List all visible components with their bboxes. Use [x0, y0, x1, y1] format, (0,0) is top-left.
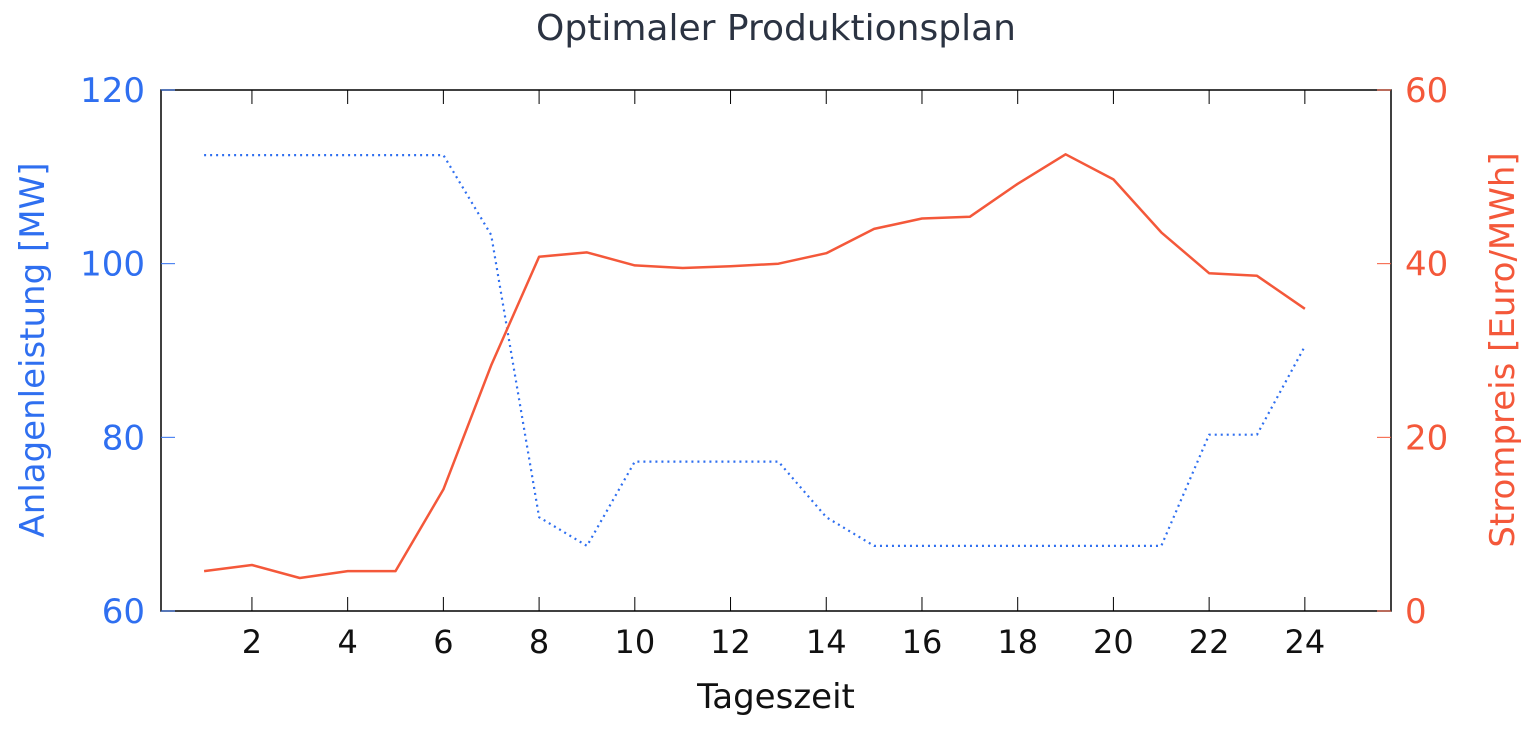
- y-right-tick-label: 20: [1405, 418, 1448, 458]
- y-right-tick-label: 0: [1405, 592, 1427, 632]
- x-tick-label: 22: [1189, 623, 1230, 661]
- x-tick-label: 18: [997, 623, 1038, 661]
- x-tick-label: 16: [902, 623, 943, 661]
- y-left-tick-label: 100: [80, 245, 145, 285]
- x-tick-label: 14: [806, 623, 847, 661]
- y-axis-left-label: Anlagenleistung [MW]: [13, 163, 53, 538]
- x-tick-label: 2: [242, 623, 262, 661]
- x-tick-label: 20: [1093, 623, 1134, 661]
- x-tick-label: 4: [337, 623, 357, 661]
- series-anlagenleistung-line: [204, 154, 1306, 548]
- series-strompreis-line: [203, 153, 1306, 580]
- x-axis-label: Tageszeit: [696, 677, 855, 717]
- x-tick-label: 24: [1284, 623, 1325, 661]
- y-left-tick-label: 80: [102, 418, 145, 458]
- y-axis-right-label: Strompreis [Euro/MWh]: [1483, 152, 1523, 547]
- y-right-tick-label: 40: [1405, 245, 1448, 285]
- x-tick-label: 6: [433, 623, 453, 661]
- y-left-tick-label: 60: [102, 592, 145, 632]
- y-left-tick-label: 120: [80, 71, 145, 111]
- y-right-tick-label: 60: [1405, 71, 1448, 111]
- x-tick-label: 8: [529, 623, 549, 661]
- x-tick-label: 10: [614, 623, 655, 661]
- x-tick-label: 12: [710, 623, 751, 661]
- plot-frame: [160, 89, 1392, 612]
- chart-title: Optimaler Produktionsplan: [536, 8, 1016, 49]
